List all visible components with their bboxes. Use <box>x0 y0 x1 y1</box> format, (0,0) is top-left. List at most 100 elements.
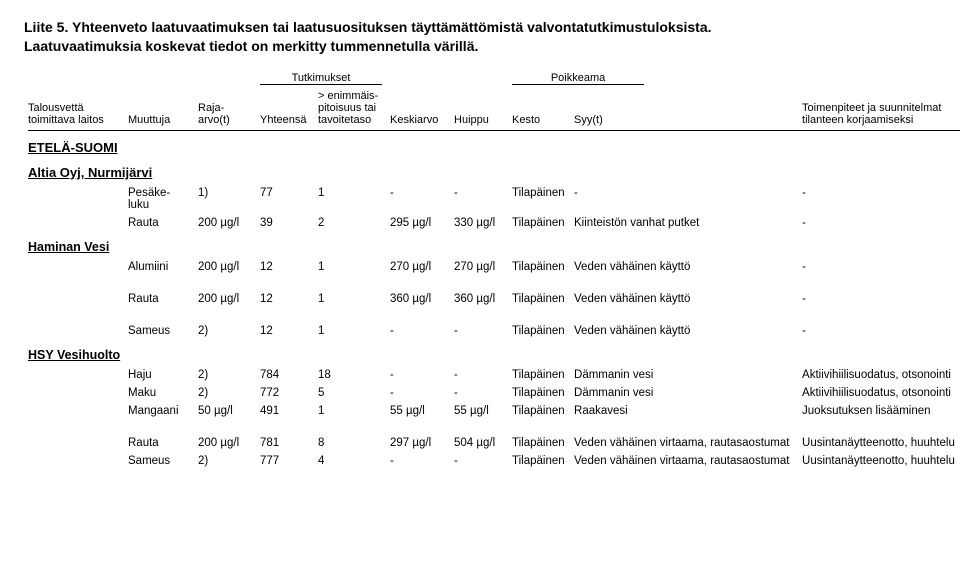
cell-raja: 200 µg/l <box>194 434 256 452</box>
cell-syy: Dämmanin vesi <box>570 384 798 402</box>
cell-huippu: - <box>450 322 508 340</box>
cell-yht: 77 <box>256 184 314 214</box>
document-title: Liite 5. Yhteenveto laatuvaatimuksen tai… <box>24 18 936 56</box>
cell-toim: - <box>798 258 960 276</box>
hdr-laitos: Talousvettä toimittava laitos <box>24 88 124 128</box>
cell-yht: 777 <box>256 452 314 470</box>
cell-syy: Raakavesi <box>570 402 798 420</box>
cell-enim: 1 <box>314 402 386 420</box>
cell-yht: 491 <box>256 402 314 420</box>
group-tutkimukset: Tutkimukset <box>292 72 351 84</box>
cell-enim: 8 <box>314 434 386 452</box>
cell-raja: 2) <box>194 366 256 384</box>
table-row: Maku 2) 772 5 - - Tilapäinen Dämmanin ve… <box>24 384 960 402</box>
cell-huippu: 55 µg/l <box>450 402 508 420</box>
cell-raja: 200 µg/l <box>194 290 256 308</box>
cell-keski: 270 µg/l <box>386 258 450 276</box>
cell-keski: 55 µg/l <box>386 402 450 420</box>
cell-keski: - <box>386 384 450 402</box>
section-haminan: Haminan Vesi <box>24 232 960 258</box>
table-row: Rauta 200 µg/l 781 8 297 µg/l 504 µg/l T… <box>24 434 960 452</box>
cell-syy: Veden vähäinen käyttö <box>570 258 798 276</box>
cell-keski: - <box>386 322 450 340</box>
cell-muuttuja: Haju <box>124 366 194 384</box>
cell-muuttuja: Pesäke-luku <box>124 184 194 214</box>
hdr-huippu: Huippu <box>450 88 508 128</box>
cell-raja: 2) <box>194 384 256 402</box>
cell-raja: 200 µg/l <box>194 258 256 276</box>
cell-muuttuja: Rauta <box>124 214 194 232</box>
cell-enim: 18 <box>314 366 386 384</box>
title-line2: Laatuvaatimuksia koskevat tiedot on merk… <box>24 38 478 54</box>
cell-raja: 50 µg/l <box>194 402 256 420</box>
cell-keski: 295 µg/l <box>386 214 450 232</box>
cell-toim: - <box>798 322 960 340</box>
cell-toim: Uusintanäytteenotto, huuhtelu <box>798 434 960 452</box>
cell-toim: - <box>798 214 960 232</box>
cell-syy: Veden vähäinen käyttö <box>570 322 798 340</box>
region-heading: ETELÄ-SUOMI <box>24 134 960 159</box>
cell-kesto: Tilapäinen <box>508 322 570 340</box>
cell-keski: - <box>386 184 450 214</box>
table-row: Sameus 2) 12 1 - - Tilapäinen Veden vähä… <box>24 322 960 340</box>
cell-kesto: Tilapäinen <box>508 434 570 452</box>
cell-enim: 2 <box>314 214 386 232</box>
cell-yht: 12 <box>256 258 314 276</box>
cell-kesto: Tilapäinen <box>508 258 570 276</box>
cell-enim: 4 <box>314 452 386 470</box>
cell-muuttuja: Alumiini <box>124 258 194 276</box>
cell-muuttuja: Mangaani <box>124 402 194 420</box>
cell-toim: - <box>798 184 960 214</box>
header-row: Talousvettä toimittava laitos Muuttuja R… <box>24 88 960 128</box>
table-row: Pesäke-luku 1) 77 1 - - Tilapäinen - - <box>24 184 960 214</box>
cell-huippu: - <box>450 366 508 384</box>
cell-huippu: 330 µg/l <box>450 214 508 232</box>
cell-keski: - <box>386 366 450 384</box>
section-hsy: HSY Vesihuolto <box>24 340 960 366</box>
table-row: Rauta 200 µg/l 12 1 360 µg/l 360 µg/l Ti… <box>24 290 960 308</box>
cell-muuttuja: Rauta <box>124 290 194 308</box>
group-poikkeama: Poikkeama <box>551 72 605 84</box>
cell-enim: 1 <box>314 184 386 214</box>
cell-muuttuja: Maku <box>124 384 194 402</box>
cell-toim: - <box>798 290 960 308</box>
title-line1: Liite 5. Yhteenveto laatuvaatimuksen tai… <box>24 19 712 35</box>
cell-kesto: Tilapäinen <box>508 214 570 232</box>
group-header-row: Tutkimukset Poikkeama <box>24 70 960 88</box>
cell-syy: Veden vähäinen virtaama, rautasaostumat <box>570 434 798 452</box>
cell-raja: 2) <box>194 322 256 340</box>
main-table: Tutkimukset Poikkeama Talousvettä toimit… <box>24 70 960 470</box>
cell-syy: - <box>570 184 798 214</box>
cell-syy: Kiinteistön vanhat putket <box>570 214 798 232</box>
cell-toim: Aktiivihiilisuodatus, otsonointi <box>798 366 960 384</box>
cell-kesto: Tilapäinen <box>508 184 570 214</box>
cell-raja: 2) <box>194 452 256 470</box>
cell-kesto: Tilapäinen <box>508 366 570 384</box>
cell-huippu: 504 µg/l <box>450 434 508 452</box>
cell-syy: Dämmanin vesi <box>570 366 798 384</box>
cell-huippu: - <box>450 384 508 402</box>
cell-enim: 1 <box>314 290 386 308</box>
table-row: Rauta 200 µg/l 39 2 295 µg/l 330 µg/l Ti… <box>24 214 960 232</box>
cell-huippu: - <box>450 452 508 470</box>
cell-kesto: Tilapäinen <box>508 452 570 470</box>
hdr-toimenpiteet: Toimenpiteet ja suunnitelmat tilanteen k… <box>798 88 960 128</box>
cell-syy: Veden vähäinen virtaama, rautasaostumat <box>570 452 798 470</box>
cell-yht: 12 <box>256 290 314 308</box>
cell-huippu: - <box>450 184 508 214</box>
cell-muuttuja: Sameus <box>124 322 194 340</box>
cell-keski: 297 µg/l <box>386 434 450 452</box>
section-altia: Altia Oyj, Nurmijärvi <box>24 159 960 184</box>
cell-syy: Veden vähäinen käyttö <box>570 290 798 308</box>
cell-muuttuja: Rauta <box>124 434 194 452</box>
cell-enim: 5 <box>314 384 386 402</box>
cell-yht: 12 <box>256 322 314 340</box>
hdr-keskiarvo: Keskiarvo <box>386 88 450 128</box>
cell-raja: 200 µg/l <box>194 214 256 232</box>
cell-toim: Aktiivihiilisuodatus, otsonointi <box>798 384 960 402</box>
cell-enim: 1 <box>314 322 386 340</box>
cell-toim: Uusintanäytteenotto, huuhtelu <box>798 452 960 470</box>
cell-kesto: Tilapäinen <box>508 384 570 402</box>
table-row: Mangaani 50 µg/l 491 1 55 µg/l 55 µg/l T… <box>24 402 960 420</box>
cell-yht: 781 <box>256 434 314 452</box>
